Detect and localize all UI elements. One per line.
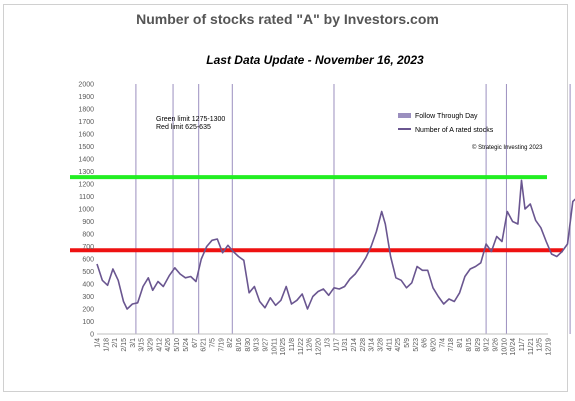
- y-tick-label: 300: [82, 294, 94, 301]
- x-tick-label: 7/5: [209, 338, 216, 348]
- legend: Follow Through Day Number of A rated sto…: [398, 113, 494, 134]
- x-tick-label: 3/28: [377, 338, 384, 352]
- follow-through-day-lines: [135, 84, 571, 334]
- x-tick-label: 10/25: [280, 338, 287, 356]
- x-tick-label: 2/14: [351, 338, 358, 352]
- x-tick-label: 11/22: [298, 338, 305, 355]
- x-tick-label: 11/7: [519, 338, 526, 351]
- y-tick-label: 1500: [78, 144, 94, 151]
- x-tick-label: 9/27: [263, 338, 270, 352]
- x-tick-label: 6/7: [192, 338, 199, 348]
- y-tick-label: 1700: [78, 119, 94, 126]
- x-tick-label: 3/14: [369, 338, 376, 352]
- x-tick-label: 4/12: [156, 338, 163, 352]
- x-tick-label: 1/4: [95, 338, 102, 348]
- chart-frame: [3, 4, 568, 392]
- red-limit-label: Red limit 625-635: [156, 124, 211, 131]
- y-tick-label: 400: [82, 282, 94, 289]
- legend-swatch-follow-through-day: [398, 113, 411, 118]
- y-tick-label: 600: [82, 257, 94, 264]
- x-tick-label: 5/23: [413, 338, 420, 352]
- x-tick-label: 6/6: [422, 338, 429, 348]
- x-tick-label: 12/19: [546, 338, 553, 356]
- x-tick-label: 8/15: [466, 338, 473, 352]
- x-tick-label: 1/17: [333, 338, 340, 352]
- y-tick-label: 1900: [78, 94, 94, 101]
- x-tick-label: 12/20: [316, 338, 323, 356]
- x-tick-label: 4/26: [165, 338, 172, 352]
- y-tick-label: 1200: [78, 182, 94, 189]
- x-tick-label: 8/1: [457, 338, 464, 348]
- x-tick-label: 8/30: [245, 338, 252, 352]
- x-tick-label: 10/24: [510, 338, 517, 356]
- x-tick-label: 1/3: [324, 338, 331, 348]
- y-tick-label: 700: [82, 244, 94, 251]
- x-tick-label: 5/24: [183, 338, 190, 352]
- x-tick-label: 4/11: [386, 338, 393, 351]
- legend-label-a-rated: Number of A rated stocks: [415, 127, 494, 134]
- y-tick-label: 1100: [79, 194, 94, 201]
- x-tick-label: 2/1: [112, 338, 119, 348]
- x-tick-label: 8/16: [236, 338, 243, 352]
- y-tick-label: 1400: [78, 157, 94, 164]
- axes-layer: 0 100 200 300 400 500 600 700 800 900 1000 1100 1200…: [78, 82, 552, 356]
- series-layer: [96, 179, 575, 310]
- y-tick-label: 100: [82, 319, 94, 326]
- x-tick-label: 6/21: [201, 338, 208, 352]
- x-tick-label: 12/6: [307, 338, 314, 352]
- x-tick-label: 9/26: [492, 338, 499, 352]
- green-limit-label: Green limit 1275-1300: [156, 116, 225, 123]
- x-tick-label: 4/25: [395, 338, 402, 352]
- x-tick-label: 2/28: [360, 338, 367, 352]
- x-tick-label: 11/8: [289, 338, 296, 351]
- y-tick-label: 500: [82, 269, 94, 276]
- x-tick-label: 1/18: [103, 338, 110, 352]
- x-tick-label: 5/10: [174, 338, 181, 352]
- y-tick-label: 1600: [78, 132, 94, 139]
- y-tick-label: 800: [82, 232, 94, 239]
- x-tick-label: 2/15: [121, 338, 128, 352]
- series-line-a-rated-stocks: [96, 179, 575, 310]
- y-tick-label: 1000: [78, 207, 94, 214]
- x-tick-label: 12/5: [537, 338, 544, 352]
- x-tick-label: 11/21: [528, 338, 535, 355]
- y-tick-label: 0: [90, 332, 94, 339]
- x-tick-label: 1/31: [342, 338, 349, 352]
- x-tick-label: 3/1: [130, 338, 137, 348]
- y-tick-label: 1300: [78, 169, 94, 176]
- x-tick-label: 6/20: [431, 338, 438, 352]
- x-tick-label: 3/29: [148, 338, 155, 352]
- x-tick-label: 7/4: [439, 338, 446, 348]
- limit-guides: [70, 175, 563, 253]
- x-tick-label: 5/9: [404, 338, 411, 348]
- x-tick-label: 8/29: [475, 338, 482, 352]
- y-tick-label: 1800: [78, 107, 94, 114]
- chart-subtitle: Last Data Update - November 16, 2023: [206, 53, 424, 67]
- x-tick-label: 3/15: [139, 338, 146, 352]
- x-tick-label: 10/10: [501, 338, 508, 356]
- y-tick-label: 2000: [78, 82, 94, 89]
- legend-label-follow-through-day: Follow Through Day: [415, 113, 478, 120]
- y-tick-label: 900: [82, 219, 94, 226]
- x-tick-label: 10/11: [271, 338, 278, 355]
- y-tick-label: 200: [82, 307, 94, 314]
- x-tick-label: 8/2: [227, 338, 234, 348]
- x-tick-label: 7/19: [218, 338, 225, 352]
- x-tick-label: 7/18: [448, 338, 455, 352]
- copyright-annotation: © Strategic Investing 2023: [472, 144, 543, 151]
- x-tick-label: 9/12: [484, 338, 491, 352]
- x-tick-label: 9/13: [254, 338, 261, 352]
- chart-title: Number of stocks rated "A" by Investors.…: [136, 11, 439, 27]
